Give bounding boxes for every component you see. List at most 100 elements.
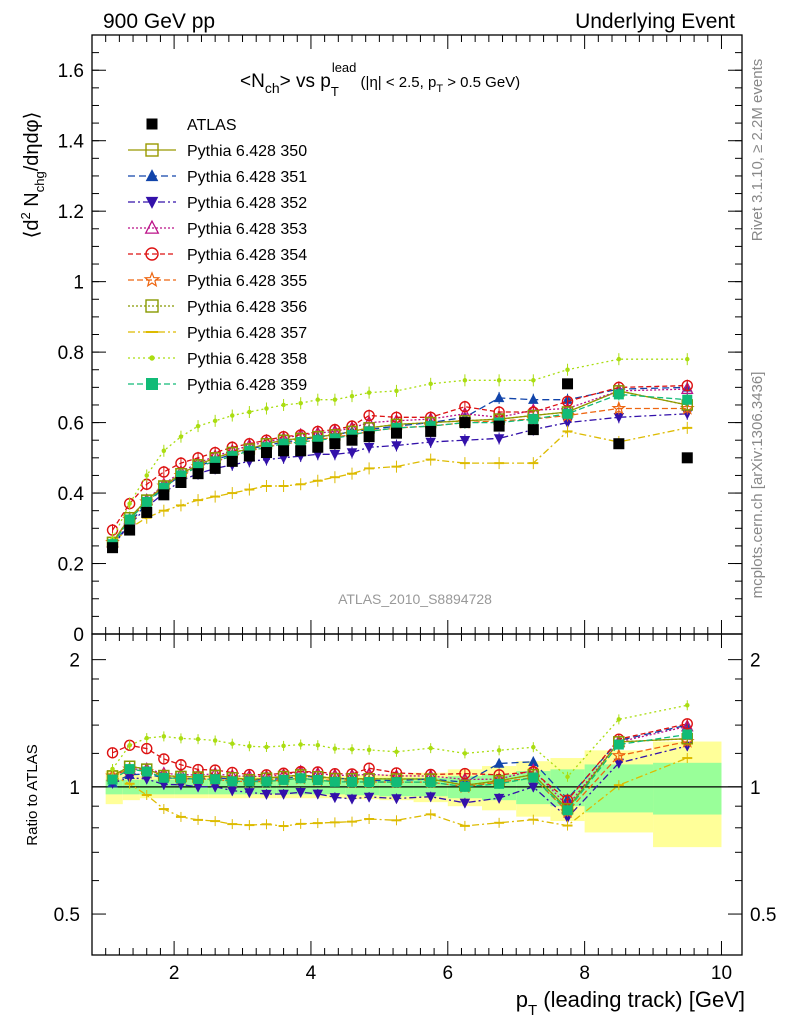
ratio-marker bbox=[230, 741, 235, 746]
mc-marker bbox=[613, 413, 625, 424]
legend-label: Pythia 6.428 358 bbox=[187, 351, 307, 368]
mc-marker bbox=[562, 408, 573, 419]
legend-marker-atlas bbox=[146, 118, 158, 130]
ratio-series-7 bbox=[107, 753, 693, 832]
ratio-marker bbox=[261, 776, 272, 787]
legend-entry-1: Pythia 6.428 351 bbox=[128, 169, 307, 186]
ratio-marker bbox=[312, 775, 323, 786]
ratio-marker bbox=[613, 758, 625, 769]
ratio-marker bbox=[247, 744, 252, 749]
ratio-marker bbox=[315, 742, 321, 748]
main-y-tick-label: 1 bbox=[73, 273, 84, 294]
ratio-marker bbox=[332, 746, 338, 751]
mc-marker bbox=[528, 393, 539, 404]
ratio-y-tick-label: 1 bbox=[69, 778, 80, 799]
atlas-data-point bbox=[363, 431, 375, 443]
mc-marker bbox=[195, 423, 201, 429]
mc-line-1 bbox=[111, 386, 688, 547]
atlas-data-point bbox=[295, 445, 307, 457]
legend-label: Pythia 6.428 356 bbox=[187, 299, 307, 316]
mc-marker bbox=[193, 461, 204, 472]
mc-marker bbox=[682, 394, 693, 405]
ratio-series-9 bbox=[107, 729, 693, 816]
mc-marker bbox=[295, 436, 306, 447]
main-y-tick-label: 0 bbox=[73, 625, 84, 646]
atlas-data-point bbox=[312, 441, 324, 453]
legend-label: Pythia 6.428 352 bbox=[187, 195, 307, 212]
ratio-marker bbox=[175, 773, 186, 784]
ratio-marker bbox=[298, 742, 303, 747]
mc-series-4 bbox=[106, 379, 693, 537]
mc-marker bbox=[611, 400, 627, 415]
ratio-marker bbox=[391, 794, 402, 805]
mc-marker bbox=[346, 448, 358, 459]
ratio-marker bbox=[391, 777, 402, 788]
legend-marker bbox=[145, 169, 159, 182]
ratio-y-tick-label: 0.5 bbox=[54, 905, 80, 926]
ratio-marker bbox=[394, 749, 399, 755]
ratio-marker bbox=[144, 735, 149, 741]
main-plot-title: <Nch> vs pTlead (|η| < 2.5, pT > 0.5 GeV… bbox=[240, 60, 520, 99]
atlas-data-point bbox=[459, 417, 471, 429]
mc-marker bbox=[493, 392, 505, 403]
x-tick-label: 6 bbox=[443, 963, 454, 984]
legend-entry-6: Pythia 6.428 356 bbox=[128, 299, 307, 316]
ratio-marker bbox=[528, 782, 539, 793]
ratio-line-7 bbox=[112, 757, 688, 827]
ratio-line-8 bbox=[111, 704, 688, 778]
atlas-data-point bbox=[613, 438, 625, 450]
ratio-series-8 bbox=[110, 700, 690, 782]
ratio-marker bbox=[107, 774, 118, 785]
ratio-marker bbox=[278, 789, 289, 800]
mc-marker bbox=[428, 381, 433, 387]
ratio-marker bbox=[613, 739, 624, 750]
mc-marker bbox=[315, 397, 321, 402]
legend-marker bbox=[145, 247, 159, 261]
atlas-data-point bbox=[158, 489, 170, 501]
mc-marker bbox=[613, 389, 624, 400]
atlas-data-point bbox=[346, 434, 358, 446]
mc-marker bbox=[680, 381, 694, 395]
ratio-marker bbox=[192, 782, 204, 793]
ratio-marker bbox=[124, 764, 135, 775]
ratio-marker bbox=[528, 756, 539, 767]
main-y-tick-label: 0.2 bbox=[58, 555, 84, 576]
ratio-y-axis-label: Ratio to ATLAS bbox=[24, 744, 41, 845]
mc-marker bbox=[312, 435, 323, 446]
mc-marker bbox=[329, 450, 341, 461]
mc-marker bbox=[161, 448, 167, 454]
mc-marker bbox=[124, 514, 135, 525]
x-tick-label: 10 bbox=[711, 963, 732, 984]
ratio-marker bbox=[493, 757, 505, 768]
ratio-marker bbox=[425, 792, 436, 803]
mc-marker bbox=[394, 388, 399, 394]
legend-label: Pythia 6.428 350 bbox=[187, 143, 307, 160]
atlas-data-point bbox=[527, 424, 539, 436]
atlas-data-point bbox=[329, 438, 341, 450]
ratio-marker bbox=[562, 805, 573, 816]
ratio-marker bbox=[312, 789, 324, 800]
ratio-marker bbox=[244, 776, 255, 787]
atlas-data-point bbox=[562, 378, 574, 390]
ratio-marker bbox=[425, 777, 436, 788]
mc-marker bbox=[425, 437, 436, 448]
atlas-data-point bbox=[141, 506, 153, 518]
mc-marker bbox=[496, 378, 502, 383]
ratio-marker bbox=[158, 753, 170, 765]
ratio-marker bbox=[106, 747, 119, 759]
ratio-marker bbox=[210, 774, 221, 785]
atlas-data-point bbox=[107, 542, 119, 554]
legend-label: Pythia 6.428 354 bbox=[187, 247, 307, 264]
analysis-label: Underlying Event bbox=[575, 10, 735, 33]
ratio-marker bbox=[195, 736, 201, 742]
mc-marker bbox=[531, 378, 536, 383]
ratio-marker bbox=[141, 766, 152, 777]
atlas-data-point bbox=[124, 524, 136, 536]
ratio-marker bbox=[158, 772, 169, 783]
atlas-data-point bbox=[493, 420, 505, 432]
legend-entry-7: Pythia 6.428 357 bbox=[128, 325, 307, 342]
mc-marker bbox=[178, 434, 184, 439]
ratio-marker bbox=[681, 718, 693, 730]
legend-entry-atlas: ATLAS bbox=[146, 117, 237, 134]
